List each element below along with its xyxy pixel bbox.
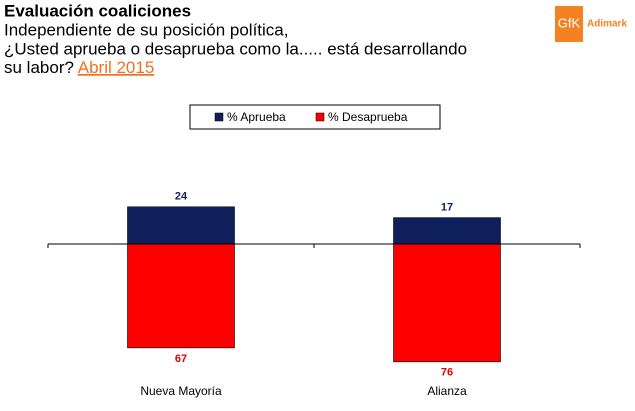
bar [127, 243, 235, 349]
legend-swatch [315, 112, 325, 122]
subtitle: su labor? Abril 2015 [4, 58, 154, 77]
bar [127, 206, 235, 245]
bar [393, 217, 501, 245]
bar [393, 243, 501, 363]
logo-brand: GfK [558, 15, 581, 30]
logo: GfK Adimark [555, 6, 627, 42]
legend-label: % Desaprueba [328, 110, 408, 124]
legend-label: % Aprueba [227, 110, 286, 124]
legend-box [189, 104, 441, 130]
legend-swatch [214, 112, 224, 122]
value-label: 24 [175, 191, 188, 203]
subtitle: Independiente de su posición política, [4, 20, 288, 39]
chart-title: Evaluación coaliciones [4, 1, 191, 20]
value-label: 76 [441, 367, 453, 379]
subtitle-text: su labor? [4, 58, 74, 77]
logo-box [555, 6, 583, 42]
subtitle: ¿Usted aprueba o desaprueba como la.....… [4, 39, 467, 58]
value-label: 67 [175, 353, 187, 365]
date-link[interactable]: Abril 2015 [78, 58, 155, 77]
x-tick-label: Alianza [427, 384, 467, 398]
x-tick-label: Nueva Mayoría [140, 384, 222, 398]
value-label: 17 [441, 202, 453, 214]
logo-name: Adimark [587, 19, 627, 30]
